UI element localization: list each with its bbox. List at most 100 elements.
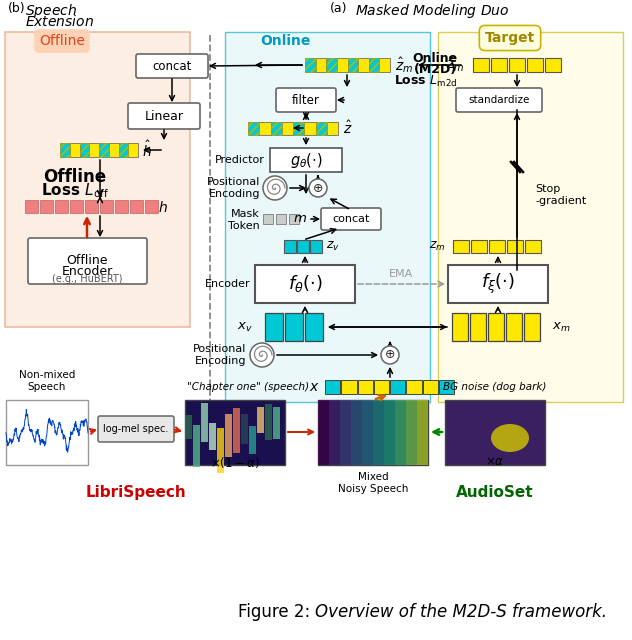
Bar bbox=[70, 143, 80, 157]
Text: standardize: standardize bbox=[468, 95, 530, 105]
Text: concat: concat bbox=[332, 214, 370, 224]
Bar bbox=[318, 400, 428, 465]
FancyBboxPatch shape bbox=[128, 103, 200, 129]
Bar bbox=[265, 404, 272, 440]
Bar bbox=[257, 407, 264, 433]
Text: $\hat{z}_m$: $\hat{z}_m$ bbox=[395, 55, 413, 75]
Bar bbox=[406, 380, 422, 394]
Text: Offline: Offline bbox=[66, 254, 107, 267]
Bar bbox=[276, 214, 286, 224]
Bar bbox=[524, 313, 540, 341]
Bar bbox=[99, 143, 109, 157]
Text: $\oplus$: $\oplus$ bbox=[312, 182, 324, 195]
Bar bbox=[270, 122, 282, 135]
Text: $\times(1-\alpha)$: $\times(1-\alpha)$ bbox=[210, 455, 260, 470]
Bar bbox=[6, 400, 88, 465]
Bar bbox=[60, 143, 70, 157]
Text: $x$: $x$ bbox=[309, 380, 320, 394]
Bar bbox=[325, 380, 340, 394]
Text: Linear: Linear bbox=[145, 109, 183, 122]
Ellipse shape bbox=[491, 424, 529, 452]
Text: Mixed
Noisy Speech: Mixed Noisy Speech bbox=[338, 472, 408, 493]
Text: $\hat{z}$: $\hat{z}$ bbox=[343, 120, 353, 136]
Text: BG noise (dog bark): BG noise (dog bark) bbox=[443, 382, 547, 392]
Bar bbox=[70, 200, 83, 213]
Bar bbox=[326, 58, 337, 72]
Bar bbox=[119, 143, 128, 157]
Bar bbox=[284, 240, 296, 253]
Bar bbox=[358, 380, 373, 394]
Text: Loss $L_{\rm m2d}$: Loss $L_{\rm m2d}$ bbox=[394, 74, 458, 89]
Text: Predictor: Predictor bbox=[215, 155, 265, 165]
Bar bbox=[305, 58, 315, 72]
Bar bbox=[100, 200, 113, 213]
Text: concat: concat bbox=[152, 60, 191, 72]
Text: $f_\xi(\cdot)$: $f_\xi(\cdot)$ bbox=[481, 272, 515, 296]
Text: "Chapter one" (speech): "Chapter one" (speech) bbox=[187, 382, 309, 392]
Text: log-mel spec.: log-mel spec. bbox=[103, 424, 169, 434]
Text: Target: Target bbox=[485, 31, 535, 45]
Bar bbox=[445, 400, 545, 465]
Bar bbox=[453, 240, 469, 253]
Bar bbox=[85, 200, 98, 213]
Circle shape bbox=[250, 343, 274, 367]
Bar bbox=[270, 122, 282, 135]
Bar bbox=[507, 240, 523, 253]
Bar bbox=[526, 58, 544, 72]
Text: Online: Online bbox=[413, 52, 458, 65]
Text: EMA: EMA bbox=[389, 269, 413, 279]
Circle shape bbox=[263, 176, 287, 200]
Bar bbox=[5, 32, 190, 327]
Bar bbox=[326, 58, 337, 72]
Bar bbox=[395, 400, 406, 465]
Bar bbox=[509, 58, 525, 72]
Bar bbox=[452, 313, 468, 341]
Text: $\mathbf{\mathit{Extension}}$: $\mathbf{\mathit{Extension}}$ bbox=[25, 14, 94, 29]
Bar bbox=[439, 380, 454, 394]
FancyBboxPatch shape bbox=[136, 54, 208, 78]
Bar bbox=[545, 58, 561, 72]
Bar bbox=[119, 143, 128, 157]
Bar bbox=[265, 313, 283, 341]
Bar bbox=[304, 122, 315, 135]
Text: Offline: Offline bbox=[44, 168, 107, 186]
Bar bbox=[249, 426, 256, 454]
Bar bbox=[80, 143, 89, 157]
Bar bbox=[233, 408, 240, 453]
Bar bbox=[128, 143, 138, 157]
Text: $\tilde{z}_m$: $\tilde{z}_m$ bbox=[446, 56, 464, 74]
Bar bbox=[270, 148, 342, 172]
Bar bbox=[255, 265, 355, 303]
Text: $x_m$: $x_m$ bbox=[552, 321, 571, 333]
Bar bbox=[525, 240, 541, 253]
Text: Online: Online bbox=[260, 34, 310, 48]
Bar bbox=[115, 200, 128, 213]
Bar bbox=[293, 122, 304, 135]
Text: AudioSet: AudioSet bbox=[456, 485, 534, 500]
Bar bbox=[55, 200, 68, 213]
Bar bbox=[318, 400, 329, 465]
Bar bbox=[99, 143, 109, 157]
Bar bbox=[297, 240, 309, 253]
Text: (e.g., HuBERT): (e.g., HuBERT) bbox=[52, 274, 122, 284]
Bar bbox=[248, 122, 259, 135]
Bar bbox=[341, 380, 356, 394]
Bar bbox=[315, 58, 326, 72]
Text: Loss $L_{\rm off}$: Loss $L_{\rm off}$ bbox=[41, 181, 109, 200]
Bar bbox=[293, 122, 304, 135]
Bar bbox=[351, 400, 362, 465]
FancyBboxPatch shape bbox=[456, 88, 542, 112]
Bar bbox=[209, 423, 216, 450]
Bar bbox=[473, 58, 489, 72]
Text: Positional
Encoding: Positional Encoding bbox=[193, 344, 246, 366]
Bar bbox=[362, 400, 373, 465]
Bar bbox=[327, 122, 338, 135]
Text: Encoder: Encoder bbox=[61, 265, 112, 278]
Text: $z_m$: $z_m$ bbox=[430, 239, 446, 253]
FancyBboxPatch shape bbox=[28, 238, 147, 284]
Text: Non-mixed
Speech: Non-mixed Speech bbox=[19, 371, 75, 392]
Bar bbox=[80, 143, 89, 157]
Text: $\oplus$: $\oplus$ bbox=[384, 349, 396, 362]
Text: (M2D): (M2D) bbox=[413, 63, 456, 76]
Bar bbox=[384, 400, 395, 465]
